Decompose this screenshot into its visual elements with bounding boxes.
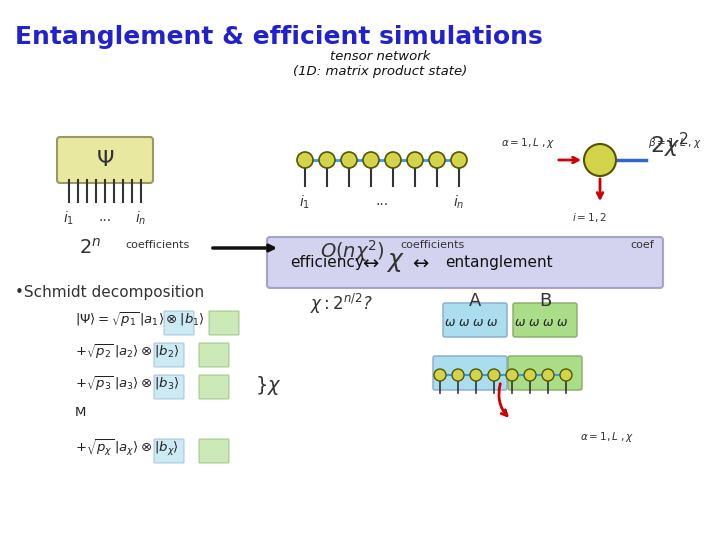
Text: $\alpha = 1,L\;,\chi$: $\alpha = 1,L\;,\chi$ <box>580 430 634 444</box>
FancyBboxPatch shape <box>508 356 582 390</box>
Circle shape <box>524 369 536 381</box>
Text: ...: ... <box>99 210 112 224</box>
FancyBboxPatch shape <box>154 439 184 463</box>
Circle shape <box>470 369 482 381</box>
Text: $+\sqrt{p_\chi}\,|a_\chi\rangle \otimes |b_\chi\rangle$: $+\sqrt{p_\chi}\,|a_\chi\rangle \otimes … <box>75 438 179 459</box>
Text: coefficients: coefficients <box>125 240 189 250</box>
Circle shape <box>429 152 445 168</box>
Circle shape <box>363 152 379 168</box>
Circle shape <box>297 152 313 168</box>
Text: $+\sqrt{p_2}\,|a_2\rangle \otimes |b_2\rangle$: $+\sqrt{p_2}\,|a_2\rangle \otimes |b_2\r… <box>75 342 179 361</box>
Text: $\Psi$: $\Psi$ <box>96 150 114 170</box>
Circle shape <box>407 152 423 168</box>
Text: $i_1$: $i_1$ <box>63 210 75 227</box>
FancyBboxPatch shape <box>209 311 239 335</box>
Circle shape <box>341 152 357 168</box>
Circle shape <box>584 144 616 176</box>
FancyBboxPatch shape <box>154 375 184 399</box>
Text: $\leftrightarrow$: $\leftrightarrow$ <box>410 253 431 272</box>
Text: $\leftrightarrow$: $\leftrightarrow$ <box>359 253 381 272</box>
Text: $\}\chi$: $\}\chi$ <box>255 374 282 397</box>
Text: $2\chi^2$: $2\chi^2$ <box>650 130 688 160</box>
Text: $|\Psi\rangle = \sqrt{p_1}\,|a_1\rangle \otimes |b_1\rangle$: $|\Psi\rangle = \sqrt{p_1}\,|a_1\rangle … <box>75 310 204 329</box>
Text: $i_1$: $i_1$ <box>300 194 310 211</box>
Text: $\beta = 1,L\;,\chi$: $\beta = 1,L\;,\chi$ <box>648 136 702 150</box>
Circle shape <box>452 369 464 381</box>
Text: $2^n$: $2^n$ <box>79 238 101 258</box>
Text: A: A <box>469 292 481 310</box>
Text: •Schmidt decomposition: •Schmidt decomposition <box>15 285 204 300</box>
Text: tensor network
(1D: matrix product state): tensor network (1D: matrix product state… <box>293 50 467 78</box>
FancyBboxPatch shape <box>513 303 577 337</box>
FancyBboxPatch shape <box>267 237 663 288</box>
Text: efficiency: efficiency <box>290 254 364 269</box>
Circle shape <box>542 369 554 381</box>
Text: $\alpha = 1,L\;,\chi$: $\alpha = 1,L\;,\chi$ <box>501 136 555 150</box>
Text: $+\sqrt{p_3}\,|a_3\rangle \otimes |b_3\rangle$: $+\sqrt{p_3}\,|a_3\rangle \otimes |b_3\r… <box>75 374 179 393</box>
FancyBboxPatch shape <box>443 303 507 337</box>
Text: $\chi$: $\chi$ <box>386 250 405 274</box>
Text: $i = 1,2$: $i = 1,2$ <box>572 211 608 224</box>
FancyBboxPatch shape <box>164 311 194 335</box>
Circle shape <box>434 369 446 381</box>
FancyBboxPatch shape <box>199 375 229 399</box>
Text: Entanglement & efficient simulations: Entanglement & efficient simulations <box>15 25 543 49</box>
Circle shape <box>488 369 500 381</box>
Text: $\omega$: $\omega$ <box>472 315 484 328</box>
Text: $\omega$: $\omega$ <box>528 315 540 328</box>
Text: $O(n\chi^2)$: $O(n\chi^2)$ <box>320 238 385 264</box>
Text: $\omega$: $\omega$ <box>458 315 470 328</box>
Circle shape <box>319 152 335 168</box>
Text: B: B <box>539 292 551 310</box>
FancyBboxPatch shape <box>199 343 229 367</box>
Text: $\omega$: $\omega$ <box>486 315 498 328</box>
FancyBboxPatch shape <box>433 356 507 390</box>
Text: $\omega$: $\omega$ <box>514 315 526 328</box>
Text: entanglement: entanglement <box>445 254 553 269</box>
Text: coefficients: coefficients <box>400 240 464 250</box>
Text: $\omega$: $\omega$ <box>444 315 456 328</box>
Text: $\omega$: $\omega$ <box>556 315 568 328</box>
Circle shape <box>385 152 401 168</box>
Text: $i_n$: $i_n$ <box>454 194 464 211</box>
FancyBboxPatch shape <box>154 343 184 367</box>
Circle shape <box>560 369 572 381</box>
Text: $\omega$: $\omega$ <box>542 315 554 328</box>
Circle shape <box>506 369 518 381</box>
Circle shape <box>451 152 467 168</box>
Text: $\chi : 2^{n/2}$?: $\chi : 2^{n/2}$? <box>310 292 373 316</box>
FancyBboxPatch shape <box>57 137 153 183</box>
Text: ...: ... <box>375 194 389 208</box>
Text: M: M <box>75 406 86 419</box>
FancyBboxPatch shape <box>199 439 229 463</box>
Text: coef: coef <box>630 240 654 250</box>
Text: $i_n$: $i_n$ <box>135 210 147 227</box>
